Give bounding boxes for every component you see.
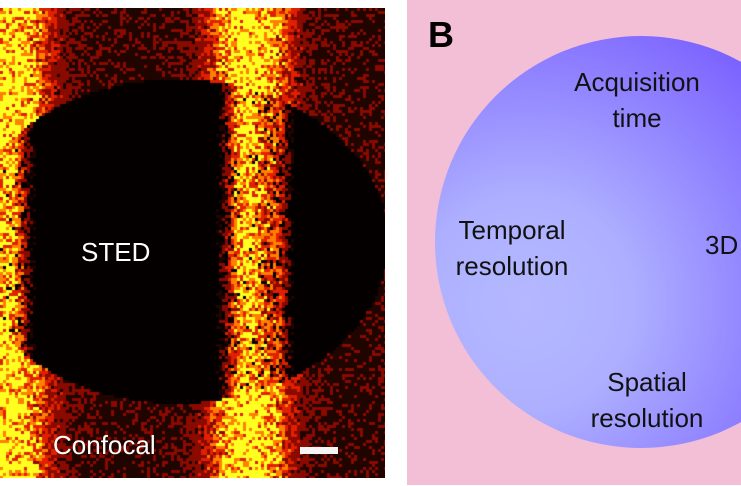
confocal-label: Confocal (53, 430, 156, 460)
acquisition-time-label: Acquisition time (574, 67, 700, 133)
tradeoff-diagram-panel: B Acquisition time Temporal resolution 3… (407, 0, 741, 485)
sted-label: STED (81, 237, 151, 267)
panel-letter: B (428, 14, 454, 55)
3d-label: 3D (705, 230, 739, 260)
sted-confocal-image-panel: STED Confocal (0, 8, 385, 478)
fluorescence-micrograph (0, 8, 385, 478)
temporal-resolution-label: Temporal resolution (455, 215, 569, 281)
spatial-resolution-label: Spatial resolution (590, 367, 704, 433)
scale-bar (300, 447, 338, 454)
